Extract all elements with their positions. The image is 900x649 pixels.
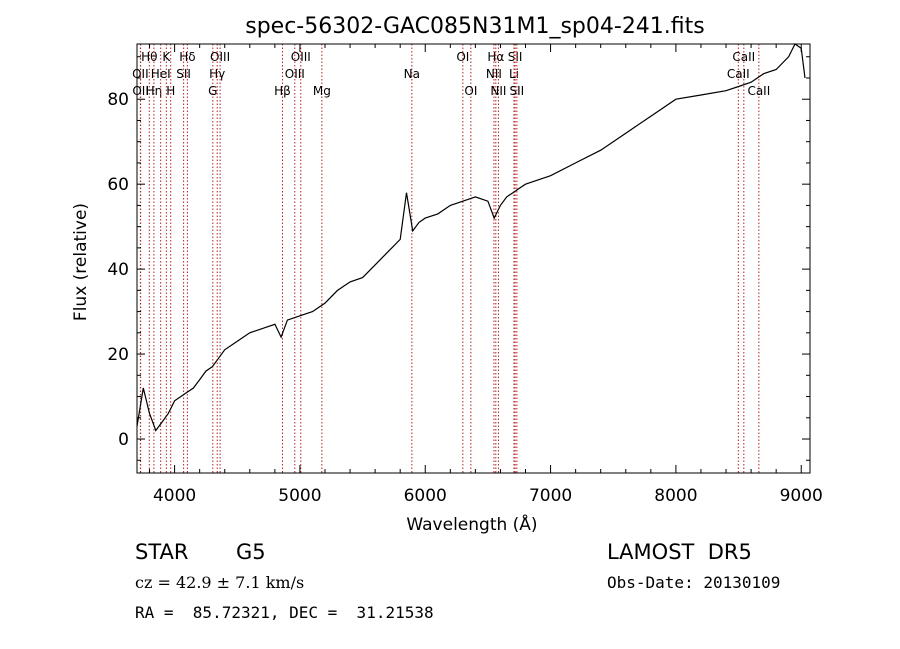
spectral-line-label: G xyxy=(208,84,217,98)
spectral-line-label: Li xyxy=(509,67,519,81)
redshift-velocity: cz = 42.9 ± 7.1 km/s xyxy=(135,573,305,592)
spectral-line-label: SII xyxy=(176,67,191,81)
spectrum-series xyxy=(136,43,806,432)
spectral-line-label: OIII xyxy=(285,67,305,81)
chart-title: spec-56302-GAC085N31M1_sp04-241.fits xyxy=(245,14,705,39)
spectral-line-label: Hγ xyxy=(209,67,225,81)
spectral-line-label: CaII xyxy=(747,84,770,98)
object-subclass: G5 xyxy=(236,540,266,564)
x-tick-label: 8000 xyxy=(654,486,697,506)
spectral-line-label: Hθ xyxy=(141,50,157,64)
x-tick-label: 4000 xyxy=(153,486,196,506)
spectral-line-label: CaII xyxy=(727,67,750,81)
spectral-line-label: SII xyxy=(510,84,525,98)
spectral-line-label: Hη xyxy=(146,84,163,98)
coordinates: RA = 85.72321, DEC = 31.21538 xyxy=(135,603,434,622)
x-tick-label: 7000 xyxy=(529,486,572,506)
spectral-line-label: NII xyxy=(490,84,506,98)
spectral-line-label: Hα xyxy=(487,50,504,64)
y-tick-label: 0 xyxy=(118,430,129,450)
x-tick-label: 5000 xyxy=(278,486,321,506)
spectral-line-label: CaII xyxy=(732,50,755,64)
spectral-line-label: Hδ xyxy=(179,50,195,64)
spectral-line-label: OIII xyxy=(210,50,230,64)
spectral-line-label: OI xyxy=(464,84,477,98)
y-tick-label: 20 xyxy=(107,345,129,365)
spectral-line-label: H xyxy=(166,84,175,98)
y-tick-label: 80 xyxy=(107,90,129,110)
object-class: STAR xyxy=(135,540,189,564)
spectral-line-label: Na xyxy=(404,67,420,81)
spectral-line-label: OIII xyxy=(291,50,311,64)
spectrum-line xyxy=(136,43,806,432)
spectral-line-label: Hβ xyxy=(274,84,291,98)
x-tick-label: 6000 xyxy=(404,486,447,506)
x-axis-label: Wavelength (Å) xyxy=(406,513,537,535)
spectral-line-label: HeI xyxy=(151,67,171,81)
plot-frame xyxy=(136,43,811,474)
spectral-line-label: Mg xyxy=(313,84,331,98)
y-tick-label: 60 xyxy=(107,175,129,195)
y-axis-label: Flux (relative) xyxy=(71,203,91,321)
observation-date: Obs-Date: 20130109 xyxy=(607,573,781,592)
x-tick-label: 9000 xyxy=(780,486,823,506)
spectral-line-label: K xyxy=(162,50,171,64)
survey-release: LAMOST DR5 xyxy=(607,540,752,564)
axes: 4000 5000 6000 7000 8000 9000 0 20 40 60 80 xyxy=(107,44,823,506)
spectral-line-label: SII xyxy=(508,50,523,64)
spectral-line-label: OII xyxy=(132,67,149,81)
spectral-line-label: OI xyxy=(456,50,469,64)
spectral-line-label: NII xyxy=(486,67,502,81)
y-tick-label: 40 xyxy=(107,260,129,280)
